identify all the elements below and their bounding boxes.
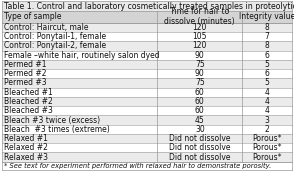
Text: 90: 90 — [195, 69, 205, 78]
Text: 7: 7 — [265, 32, 270, 41]
Text: 8: 8 — [265, 23, 269, 32]
Text: Bleach  #3 times (extreme): Bleach #3 times (extreme) — [4, 125, 110, 134]
Bar — [2, 88, 292, 97]
Text: Control: Ponytail-1, female: Control: Ponytail-1, female — [4, 32, 106, 41]
Text: 45: 45 — [195, 116, 205, 124]
Text: 5: 5 — [265, 60, 270, 69]
Text: Bleached #3: Bleached #3 — [4, 106, 53, 115]
Text: Did not dissolve: Did not dissolve — [169, 134, 230, 143]
Text: 3: 3 — [265, 116, 270, 124]
Text: Porous*: Porous* — [252, 134, 282, 143]
Text: Relaxed #2: Relaxed #2 — [4, 143, 48, 152]
Text: 6: 6 — [265, 69, 270, 78]
Text: 6: 6 — [265, 51, 270, 60]
Bar — [2, 78, 292, 88]
Text: Relaxed #1: Relaxed #1 — [4, 134, 48, 143]
Text: 120: 120 — [193, 41, 207, 50]
Text: Time for hair to
dissolve (minutes): Time for hair to dissolve (minutes) — [164, 7, 235, 26]
Text: Bleached #1: Bleached #1 — [4, 88, 53, 97]
Text: Permed #3: Permed #3 — [4, 78, 47, 87]
Bar — [2, 134, 292, 143]
Text: * See text for experiment performed with relaxed hair to demonstrate porosity.: * See text for experiment performed with… — [4, 163, 271, 169]
Bar — [2, 153, 292, 162]
Text: 60: 60 — [195, 106, 205, 115]
Bar — [2, 143, 292, 153]
Text: Integrity value: Integrity value — [239, 12, 294, 21]
Bar — [2, 125, 292, 134]
Bar — [2, 32, 292, 41]
Bar — [2, 41, 292, 50]
Text: 75: 75 — [195, 60, 205, 69]
Bar — [2, 162, 292, 170]
Bar — [2, 23, 292, 32]
Text: 120: 120 — [193, 23, 207, 32]
Text: Control: Ponytail-2, female: Control: Ponytail-2, female — [4, 41, 106, 50]
Bar — [2, 115, 292, 125]
Text: 90: 90 — [195, 51, 205, 60]
Text: Bleached #2: Bleached #2 — [4, 97, 53, 106]
Bar — [2, 97, 292, 106]
Text: 4: 4 — [265, 97, 270, 106]
Text: Permed #1: Permed #1 — [4, 60, 47, 69]
Text: 105: 105 — [193, 32, 207, 41]
Text: Female –white hair, routinely salon dyed: Female –white hair, routinely salon dyed — [4, 51, 160, 60]
Text: 4: 4 — [265, 88, 270, 97]
Text: Table 1. Control and laboratory cosmetically treated samples in proteolytic dige: Table 1. Control and laboratory cosmetic… — [4, 2, 294, 10]
Text: 30: 30 — [195, 125, 205, 134]
Text: Did not dissolve: Did not dissolve — [169, 143, 230, 152]
Bar — [2, 11, 292, 23]
Bar — [2, 50, 292, 60]
Bar — [2, 60, 292, 69]
Text: 75: 75 — [195, 78, 205, 87]
Text: 8: 8 — [265, 41, 269, 50]
Text: 4: 4 — [265, 106, 270, 115]
Text: Permed #2: Permed #2 — [4, 69, 47, 78]
Text: Relaxed #3: Relaxed #3 — [4, 153, 48, 162]
Bar — [2, 69, 292, 78]
Text: 60: 60 — [195, 88, 205, 97]
Text: 2: 2 — [265, 125, 269, 134]
Text: 60: 60 — [195, 97, 205, 106]
Bar — [2, 106, 292, 115]
Text: Type of sample: Type of sample — [4, 12, 62, 21]
Text: Porous*: Porous* — [252, 153, 282, 162]
Text: Bleach #3 twice (excess): Bleach #3 twice (excess) — [4, 116, 100, 124]
Bar — [2, 1, 292, 11]
Text: Control: Haircut, male: Control: Haircut, male — [4, 23, 88, 32]
Text: Porous*: Porous* — [252, 143, 282, 152]
Text: Did not dissolve: Did not dissolve — [169, 153, 230, 162]
Text: 5: 5 — [265, 78, 270, 87]
